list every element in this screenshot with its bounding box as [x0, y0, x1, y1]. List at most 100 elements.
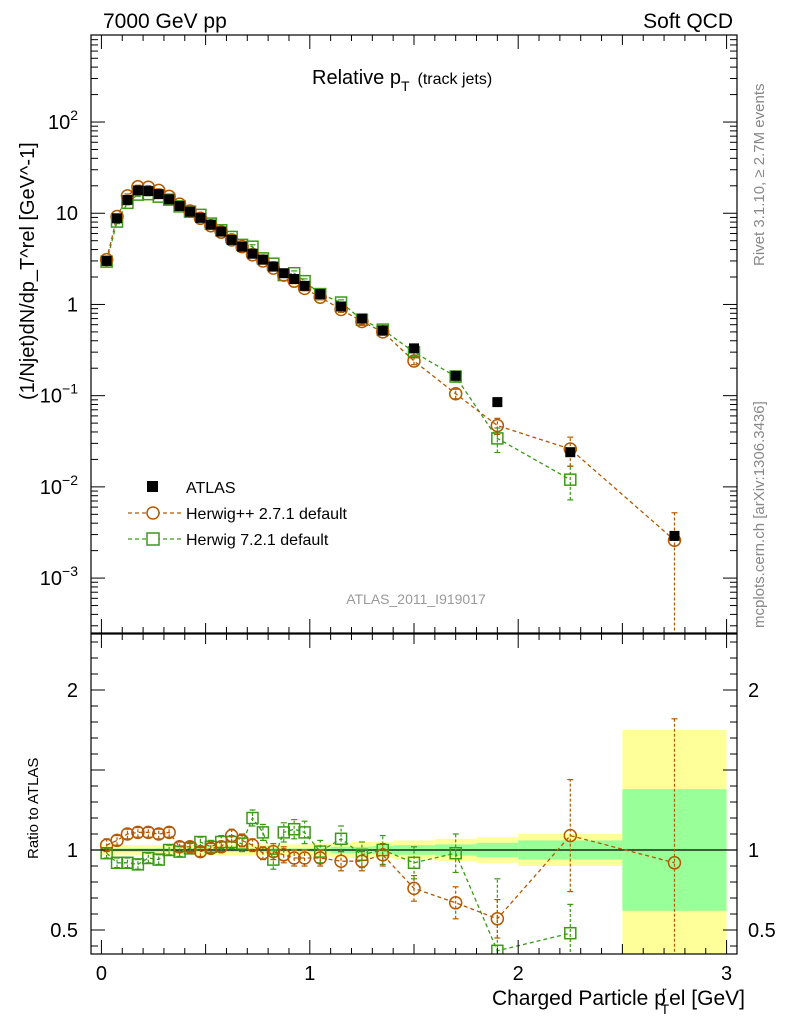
main-data-layer	[99, 180, 682, 633]
main-atlas-point	[257, 254, 268, 265]
ratio-herwigpp-point	[448, 896, 463, 910]
ratio-herwigpp-point	[375, 848, 390, 862]
legend-atlas-label: ATLAS	[186, 480, 236, 497]
ratio-y-axis-label: Ratio to ATLAS	[25, 758, 42, 859]
main-atlas-point	[450, 370, 461, 381]
main-atlas-point	[226, 234, 237, 245]
main-atlas-point	[237, 241, 248, 252]
ratio-herwigpp-point	[287, 851, 301, 865]
ratio-y-tick-label-right: 0.5	[748, 920, 776, 942]
main-y-tick-label: 102	[48, 107, 78, 134]
ratio-herwigpp-point	[563, 828, 578, 843]
main-herwigpp-point	[224, 233, 239, 247]
ratio-herwigpp-point	[407, 881, 421, 896]
ratio-herwig7-point	[246, 811, 259, 825]
plot-title: Relative pT (track jets)	[312, 67, 492, 94]
main-atlas-point	[289, 274, 300, 285]
main-atlas-point	[174, 201, 185, 212]
legend-herwig7-marker	[146, 532, 160, 546]
ratio-data-layer	[99, 718, 682, 954]
legend-herwigpp-marker	[146, 506, 160, 520]
main-axis-ticks	[91, 34, 737, 633]
main-y-tick-label: 1	[67, 294, 78, 316]
main-herwigpp-point	[490, 418, 505, 433]
ratio-herwigpp-point	[355, 854, 369, 868]
main-atlas-point	[247, 248, 258, 259]
ratio-herwig7-point	[152, 853, 165, 866]
ratio-uncertainty-bands	[91, 730, 737, 954]
ratio-herwig7-point	[564, 926, 577, 940]
main-atlas-point	[143, 186, 154, 197]
ratio-axis-ticks	[91, 634, 737, 954]
ratio-herwigpp-point	[297, 851, 312, 865]
ratio-herwig7-point	[298, 826, 311, 839]
main-atlas-point	[268, 261, 279, 272]
main-atlas-point	[356, 313, 367, 324]
ratio-tick-labels: 0.5 0.5 1 1 2 2 0 1 2 3	[50, 680, 776, 985]
x-tick-label: 3	[721, 963, 732, 985]
main-atlas-point	[122, 194, 133, 205]
ratio-herwigpp-point	[162, 825, 176, 840]
ratio-herwigpp-point	[204, 841, 218, 856]
ratio-herwig7-point	[131, 858, 145, 871]
main-herwigpp-point	[193, 211, 208, 226]
x-tick-label: 2	[513, 963, 524, 985]
main-herwigpp-point	[235, 239, 249, 254]
ratio-herwigpp-point	[490, 912, 505, 926]
main-panel: 10−3 10−2 10−1 1 10 102 Relative pT (track jet…	[17, 34, 738, 634]
main-atlas-point	[377, 325, 388, 336]
legend-herwigpp-label: Herwig++ 2.7.1 default	[186, 506, 348, 523]
main-atlas-point	[565, 447, 576, 458]
main-square-series-line	[106, 193, 571, 481]
mcplots-label: mcplots.cern.ch [arXiv:1306.3436]	[751, 401, 768, 628]
ratio-herwigpp-point	[172, 840, 187, 854]
ratio-herwigpp-point	[667, 856, 682, 870]
ratio-herwig7-point	[313, 845, 327, 858]
legend: ATLAS Herwig++ 2.7.1 default Herwig 7.2.…	[128, 480, 348, 549]
ratio-panel: 0.5 0.5 1 1 2 2 0 1 2 3 Ratio to ATLAS Charged Pa…	[25, 633, 776, 1017]
main-herwigpp-point	[214, 225, 228, 239]
main-atlas-point	[669, 530, 680, 541]
ratio-y-tick-label-left: 1	[67, 840, 78, 862]
ratio-herwig7-point	[334, 832, 348, 846]
ratio-herwig7-point	[100, 846, 113, 860]
main-y-tick-label: 10−2	[40, 472, 78, 499]
ratio-herwigpp-point	[256, 846, 270, 860]
rivet-label: Rivet 3.1.10, ≥ 2.7M events	[751, 84, 768, 267]
main-atlas-point	[336, 301, 347, 312]
main-atlas-point	[315, 289, 326, 300]
legend-atlas-marker	[147, 481, 158, 492]
main-atlas-point	[195, 212, 206, 223]
main-herwig7-point	[564, 473, 577, 486]
main-y-tick-labels: 10−3 10−2 10−1 1 10 102	[40, 107, 78, 590]
ratio-y-tick-label-right: 1	[748, 840, 759, 862]
main-atlas-point	[153, 189, 164, 200]
ratio-herwigpp-point	[245, 838, 260, 852]
main-y-tick-label: 10−1	[40, 381, 78, 408]
ratio-herwigpp-point	[110, 833, 124, 848]
main-y-axis-label: (1/Njet)dN/dp_T^rel [GeV^-1]	[17, 142, 39, 400]
x-tick-label: 0	[96, 963, 107, 985]
ratio-herwig7-point	[449, 846, 462, 860]
main-atlas-point	[184, 206, 195, 217]
ratio-circle-series-line	[106, 831, 675, 920]
main-atlas-point	[409, 343, 419, 354]
process-label: Soft QCD	[643, 10, 733, 33]
main-y-tick-label: 10	[56, 203, 78, 225]
ratio-y-tick-label-right: 2	[748, 680, 759, 702]
main-atlas-point	[216, 226, 227, 237]
ratio-herwig7-point	[407, 856, 421, 870]
ratio-herwigpp-point	[120, 827, 135, 841]
legend-herwig7-label: Herwig 7.2.1 default	[186, 532, 329, 549]
main-atlas-point	[205, 219, 216, 230]
ratio-herwigpp-point	[334, 854, 348, 868]
main-atlas-point	[299, 280, 310, 291]
main-atlas-point	[164, 194, 175, 205]
main-atlas-point	[112, 213, 123, 224]
main-atlas-point	[492, 397, 503, 408]
ratio-herwig7-point	[491, 944, 504, 954]
ratio-herwigpp-point	[131, 825, 145, 840]
ratio-herwigpp-point	[141, 825, 156, 840]
ratio-herwigpp-point	[214, 840, 228, 854]
